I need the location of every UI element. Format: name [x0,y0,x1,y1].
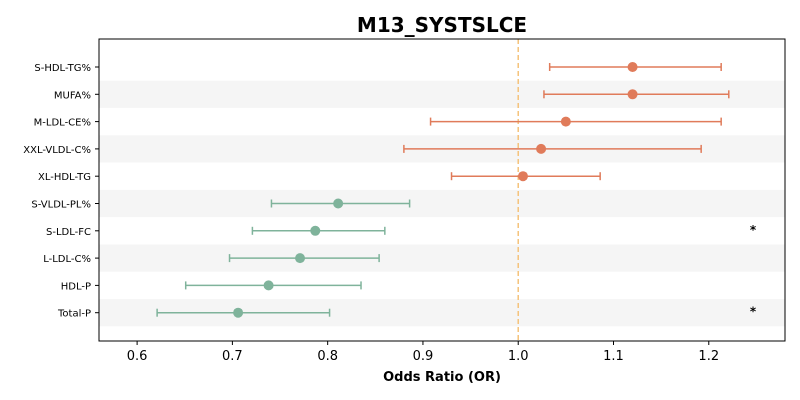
y-tick-label: MUFA% [54,90,91,101]
forest-row: * [156,305,757,319]
x-tick-label: 1.2 [698,349,719,364]
or-point [517,171,528,182]
y-axis: S-HDL-TG% MUFA% M-LDL-CE% XXL-VLDL-C% XL-HDL… [23,63,99,320]
or-point [263,280,274,291]
y-tick-label: M-LDL-CE% [34,118,91,129]
or-point [333,198,344,209]
row-bands [99,80,785,327]
y-tick-label: S-LDL-FC [46,227,91,238]
y-tick-label: S-VLDL-PL% [31,200,91,211]
y-tick-label: Total-P [57,309,91,320]
or-point [295,253,306,264]
or-point [536,143,547,154]
y-tick-label: XL-HDL-TG [38,172,91,183]
x-tick-label: 1.0 [508,349,529,364]
forest-row [270,198,411,209]
forest-row [403,143,702,154]
forest-row [184,280,362,291]
or-point [310,225,321,236]
y-tick-label: L-LDL-C% [43,254,91,265]
y-tick-label: S-HDL-TG% [34,63,91,74]
x-tick-label: 0.8 [317,349,338,364]
data-marks: ** [156,62,757,319]
row-band [99,244,785,272]
x-axis-label: Odds Ratio (OR) [383,370,501,385]
chart-title: M13_SYSTSLCE [357,13,527,37]
row-band [99,189,785,218]
plot-frame [98,38,786,342]
x-tick-label: 0.6 [127,349,148,364]
x-tick-label: 1.1 [603,349,624,364]
significance-marker: * [750,223,757,237]
forest-row [543,89,730,100]
significance-marker: * [750,305,757,319]
y-tick-label: HDL-P [61,281,91,292]
forest-row: * [251,223,757,237]
forest-row [548,62,722,72]
or-point [627,89,638,100]
or-point [560,116,571,127]
forest-row [429,116,722,127]
y-tick-label: XXL-VLDL-C% [23,145,91,156]
forest-row [228,253,380,264]
x-axis: 0.6 0.7 0.8 0.9 1.0 1.1 1.2 [127,341,719,364]
or-point [627,62,638,72]
x-tick-label: 0.7 [222,349,243,364]
or-point [233,307,244,318]
x-tick-label: 0.9 [413,349,434,364]
forest-row [450,171,601,182]
